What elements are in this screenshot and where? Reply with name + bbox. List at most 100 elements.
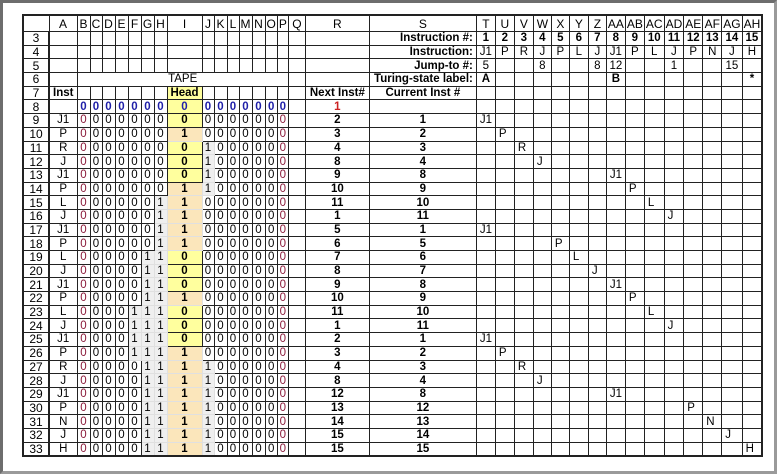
inst-cell[interactable]: P (48, 181, 78, 197)
current-inst-cell[interactable]: 1 (368, 113, 477, 128)
cell-q[interactable] (287, 140, 306, 156)
cell-empty[interactable] (513, 250, 534, 265)
tape-cell[interactable]: 0 (251, 250, 266, 265)
inst-cell[interactable]: R (48, 140, 78, 156)
cell-empty[interactable] (568, 400, 589, 416)
cell-empty[interactable] (532, 195, 552, 210)
row-header[interactable]: 30 (22, 400, 50, 416)
column-header-i[interactable]: I (166, 14, 203, 32)
tape-cell[interactable]: 0 (251, 277, 266, 293)
cell-empty[interactable] (683, 345, 704, 361)
program-jump-to[interactable] (624, 58, 645, 74)
tape-cell[interactable]: 1 (140, 332, 155, 347)
cell-empty[interactable] (643, 154, 665, 169)
cell-empty[interactable] (702, 373, 723, 388)
next-inst-cell[interactable]: 5 (304, 222, 370, 238)
program-jump-to[interactable] (643, 58, 665, 74)
tape-cell[interactable]: 0 (140, 154, 155, 169)
tape-cell[interactable]: 0 (140, 140, 155, 156)
cell-empty[interactable] (532, 332, 552, 347)
head-cell[interactable]: 1 (166, 400, 203, 416)
cell-empty[interactable] (683, 441, 704, 457)
cell-empty[interactable] (550, 373, 570, 388)
cell-empty[interactable] (587, 208, 607, 224)
cell-empty[interactable] (605, 85, 626, 101)
trace-cell[interactable]: J1 (475, 113, 496, 128)
trace-cell[interactable]: P (494, 126, 515, 142)
cell-empty[interactable] (643, 181, 665, 197)
tape-cell[interactable]: 0 (251, 291, 266, 306)
cell-q[interactable] (287, 44, 306, 60)
tape-cell[interactable]: 0 (264, 427, 278, 443)
head-cell[interactable]: 0 (166, 304, 203, 320)
head-cell[interactable]: 1 (166, 195, 203, 210)
inst-cell[interactable]: P (48, 400, 78, 416)
cell-q[interactable] (287, 359, 306, 375)
current-inst-cell[interactable]: 3 (368, 359, 477, 375)
next-inst-cell[interactable]: 12 (304, 386, 370, 402)
tape-cell[interactable]: 0 (114, 99, 129, 115)
cell-empty[interactable] (550, 167, 570, 183)
cell-empty[interactable] (550, 427, 570, 443)
tape-cell[interactable]: 0 (101, 113, 116, 128)
program-state-labels[interactable] (568, 72, 589, 87)
row-header[interactable]: 25 (22, 332, 50, 347)
cell-empty[interactable] (702, 291, 723, 306)
tape-cell[interactable]: 0 (238, 414, 253, 429)
row-header[interactable]: 18 (22, 236, 50, 251)
cell-empty[interactable] (513, 304, 534, 320)
tape-cell[interactable]: 0 (213, 427, 228, 443)
tape-cell[interactable]: 0 (76, 304, 91, 320)
tape-cell[interactable]: 0 (264, 414, 278, 429)
cell-empty[interactable] (702, 359, 723, 375)
inst-cell[interactable]: J1 (48, 222, 78, 238)
tape-cell[interactable]: 0 (101, 373, 116, 388)
tape-cell[interactable]: 0 (89, 140, 103, 156)
tape-cell[interactable]: 0 (201, 250, 215, 265)
column-header-af[interactable]: AF (702, 14, 723, 32)
program-jump-to[interactable] (702, 58, 723, 74)
tape-cell[interactable]: 0 (201, 126, 215, 142)
tape-cell[interactable]: 0 (89, 167, 103, 183)
cell-empty[interactable] (702, 263, 723, 279)
cell-empty[interactable] (532, 414, 552, 429)
tape-cell[interactable]: 0 (238, 277, 253, 293)
next-inst-cell[interactable]: 1 (304, 99, 370, 115)
cell-q[interactable] (287, 332, 306, 347)
cell-empty[interactable] (550, 386, 570, 402)
cell-q[interactable] (287, 304, 306, 320)
cell-empty[interactable] (683, 373, 704, 388)
program-jump-to[interactable]: 5 (475, 58, 496, 74)
cell-empty[interactable] (550, 332, 570, 347)
cell-empty[interactable] (624, 427, 645, 443)
cell-empty[interactable] (721, 400, 743, 416)
tape-cell[interactable]: 0 (276, 222, 289, 238)
cell-empty[interactable] (114, 44, 129, 60)
row-header[interactable]: 3 (22, 31, 50, 46)
row-header[interactable]: 20 (22, 263, 50, 279)
tape-cell[interactable]: 0 (213, 195, 228, 210)
row-header[interactable]: 33 (22, 441, 50, 457)
tape-cell[interactable]: 0 (153, 140, 168, 156)
cell-empty[interactable] (475, 427, 496, 443)
cell-empty[interactable] (587, 400, 607, 416)
cell-q[interactable] (287, 400, 306, 416)
cell-q[interactable] (287, 291, 306, 306)
cell-empty[interactable] (702, 99, 723, 115)
tape-cell[interactable]: 0 (264, 208, 278, 224)
tape-cell[interactable]: 0 (140, 99, 155, 115)
tape-cell[interactable]: 0 (201, 195, 215, 210)
tape-cell[interactable]: 1 (127, 318, 142, 334)
tape-cell[interactable]: 0 (101, 195, 116, 210)
cell-q[interactable] (287, 195, 306, 210)
trace-cell[interactable]: J (532, 373, 552, 388)
tape-cell[interactable]: 0 (276, 332, 289, 347)
program-instruction-numbers[interactable]: 11 (663, 31, 685, 46)
cell-empty[interactable] (643, 400, 665, 416)
tape-cell[interactable]: 0 (114, 236, 129, 251)
cell-empty[interactable] (494, 386, 515, 402)
cell-q[interactable] (287, 208, 306, 224)
tape-cell[interactable]: 0 (264, 386, 278, 402)
trace-cell[interactable]: J (663, 208, 685, 224)
head-cell[interactable]: 1 (166, 236, 203, 251)
